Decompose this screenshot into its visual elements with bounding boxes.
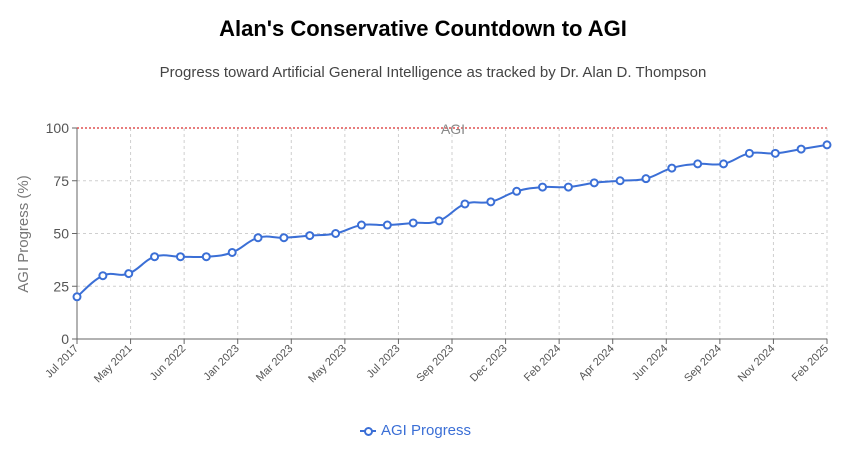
data-point	[279, 233, 289, 243]
x-tick-label: Sep 2023	[414, 343, 456, 385]
y-tick-labels: 0 25 50 75 100	[46, 120, 70, 347]
data-point	[98, 271, 108, 281]
data-point	[822, 140, 832, 150]
data-point	[538, 182, 548, 192]
data-point	[719, 159, 729, 169]
axes	[72, 127, 828, 344]
x-tick-label: Jun 2024	[630, 343, 670, 383]
data-point	[641, 174, 651, 184]
data-point	[227, 247, 237, 257]
data-point	[124, 269, 134, 279]
data-point	[305, 231, 315, 241]
x-tick-label: Mar 2023	[254, 343, 295, 384]
chart-subtitle: Progress toward Artificial General Intel…	[159, 64, 707, 81]
grid-lines	[76, 128, 828, 339]
data-point	[175, 252, 185, 262]
data-point	[331, 229, 341, 238]
legend-item-agi-progress[interactable]: AGI Progress	[360, 422, 471, 439]
data-point	[589, 178, 599, 188]
data-point	[253, 233, 263, 243]
x-tick-label: May 2023	[306, 343, 349, 386]
data-point	[796, 144, 806, 154]
data-point	[667, 163, 677, 173]
chart-title: Alan's Conservative Countdown to AGI	[219, 16, 627, 41]
legend-marker-icon	[360, 426, 376, 436]
y-axis-label: AGI Progress (%)	[15, 175, 32, 293]
x-tick-label: Apr 2024	[577, 343, 617, 383]
data-point	[693, 159, 703, 169]
agi-threshold-label: AGI	[441, 121, 465, 137]
data-point	[382, 220, 392, 230]
x-tick-label: Jun 2022	[148, 343, 188, 383]
x-tick-label: Jul 2023	[365, 343, 403, 381]
y-tick-label: 75	[53, 173, 69, 189]
data-point	[512, 186, 522, 196]
x-tick-label: Sep 2024	[682, 343, 724, 385]
x-tick-labels: Jul 2017 May 2021 Jun 2022 Jan 2023 Mar 2023…	[43, 343, 831, 386]
data-point	[770, 148, 780, 158]
data-point	[563, 182, 573, 192]
x-tick-label: Nov 2024	[736, 343, 778, 385]
data-point	[615, 176, 625, 186]
x-tick-label: Dec 2023	[468, 343, 510, 385]
legend-label: AGI Progress	[381, 422, 472, 439]
y-tick-label: 0	[61, 331, 69, 347]
data-point	[434, 216, 444, 226]
series-agi-progress[interactable]	[72, 140, 832, 302]
data-point	[150, 252, 160, 262]
data-point	[356, 220, 366, 230]
data-point	[72, 292, 82, 302]
agi-reference-line: AGI	[77, 121, 827, 137]
data-point	[486, 197, 496, 207]
x-tick-label: Jul 2017	[43, 343, 81, 381]
y-tick-label: 50	[53, 226, 69, 242]
y-tick-label: 25	[53, 278, 69, 294]
x-tick-label: May 2021	[92, 343, 135, 386]
x-tick-label: Jan 2023	[201, 343, 241, 383]
x-tick-label: Feb 2024	[522, 343, 563, 384]
x-tick-label: Feb 2025	[790, 343, 831, 384]
y-tick-label: 100	[46, 120, 70, 136]
data-point	[744, 148, 754, 158]
data-point	[201, 252, 211, 262]
data-point	[408, 218, 418, 228]
data-point	[460, 199, 470, 209]
